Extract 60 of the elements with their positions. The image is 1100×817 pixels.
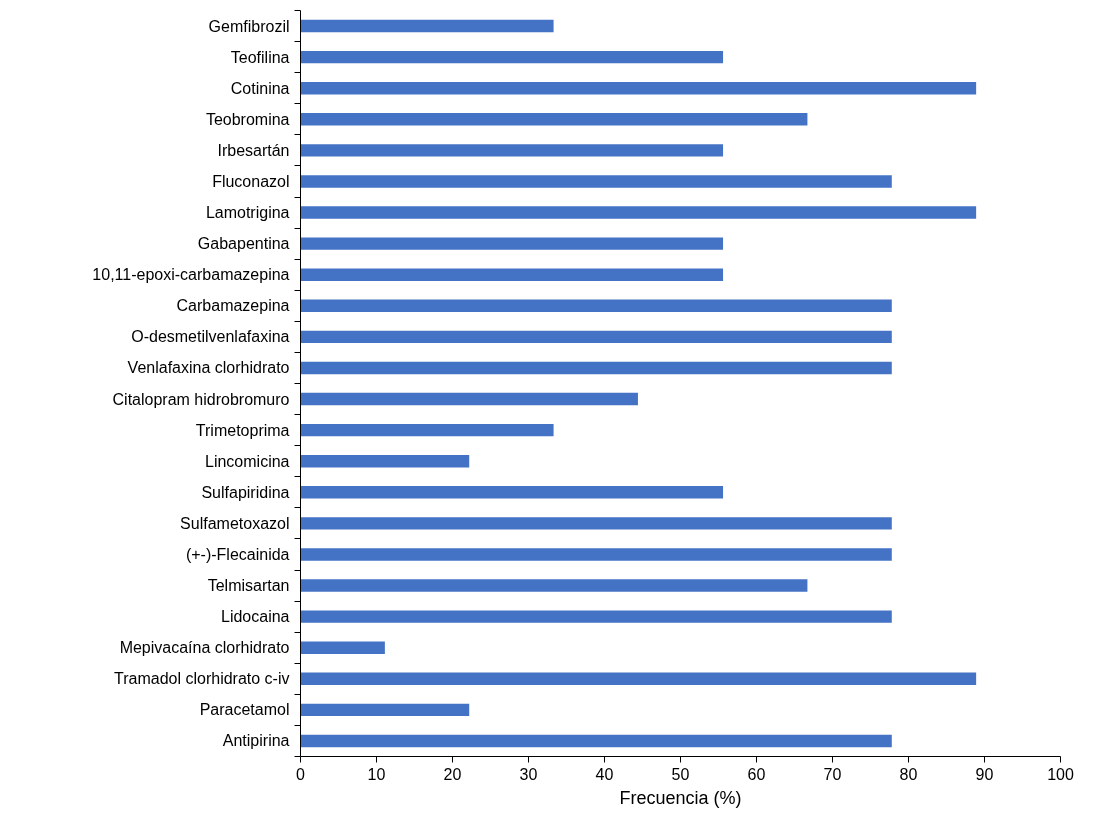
y-tick-label: Carbamazepina [176, 297, 290, 315]
y-tick-label: Trimetoprima [195, 421, 290, 439]
y-tick-label: Paracetamol [199, 701, 290, 719]
x-tick-label: 80 [899, 765, 918, 783]
x-tick-label: 40 [595, 765, 614, 783]
bar [300, 361, 892, 375]
bar [300, 330, 892, 344]
bar [300, 548, 892, 561]
x-tick-label: 0 [296, 765, 306, 783]
x-tick-label: 100 [1047, 765, 1074, 783]
bar [300, 237, 724, 250]
y-tick-label: Lidocaina [221, 608, 290, 626]
x-tick-label: 60 [747, 765, 766, 783]
bar [300, 50, 724, 64]
bar [300, 672, 977, 686]
bar [300, 175, 892, 188]
y-tick-label: Teobromina [205, 110, 290, 128]
y-tick-label: Sulfapiridina [201, 483, 290, 501]
y-tick-label: Venlafaxina clorhidrato [127, 359, 290, 377]
bar [300, 486, 724, 499]
y-tick-label: 10,11-epoxi-carbamazepina [92, 266, 290, 284]
y-tick-label: Irbesartán [217, 141, 290, 159]
bar [300, 610, 892, 623]
y-tick-label: (+-)-Flecainida [185, 545, 290, 563]
y-tick-label: Citalopram hidrobromuro [112, 390, 290, 408]
bar [300, 734, 892, 748]
y-tick-label: Cotinina [230, 79, 290, 97]
x-tick-label: 20 [443, 765, 462, 783]
y-tick-label: Gemfibrozil [208, 17, 290, 35]
bar [300, 392, 638, 406]
y-tick-label: Fluconazol [212, 172, 290, 190]
y-tick-label: Sulfametoxazol [180, 514, 290, 532]
y-tick-label: Tramadol clorhidrato c-iv [114, 670, 290, 688]
y-tick-label: Lincomicina [205, 452, 290, 470]
bar [300, 423, 554, 437]
y-tick-label: O-desmetilvenlafaxina [131, 328, 290, 346]
y-tick-label: Teofilina [230, 48, 290, 66]
x-tick-label: 90 [975, 765, 994, 783]
x-tick-label: 70 [823, 765, 842, 783]
y-tick-label: Lamotrigina [205, 204, 290, 222]
bar [300, 113, 808, 126]
bar [300, 579, 808, 592]
bar [300, 268, 724, 281]
y-tick-label: Telmisartan [207, 577, 290, 595]
y-tick-label: Antipirina [222, 732, 290, 750]
bar [300, 81, 977, 95]
bar [300, 206, 977, 219]
bar [300, 144, 724, 157]
x-tick-label: 50 [671, 765, 690, 783]
y-tick-label: Gabapentina [197, 235, 290, 253]
x-tick-label: 30 [519, 765, 538, 783]
y-tick-label: Mepivacaína clorhidrato [119, 639, 290, 657]
x-tick-label: 10 [367, 765, 386, 783]
bar [300, 703, 470, 717]
bar [300, 517, 892, 530]
bar [300, 19, 554, 33]
bar [300, 641, 385, 654]
bar [300, 299, 892, 313]
x-axis-title: Frecuencia (%) [619, 787, 742, 808]
bar [300, 454, 470, 468]
